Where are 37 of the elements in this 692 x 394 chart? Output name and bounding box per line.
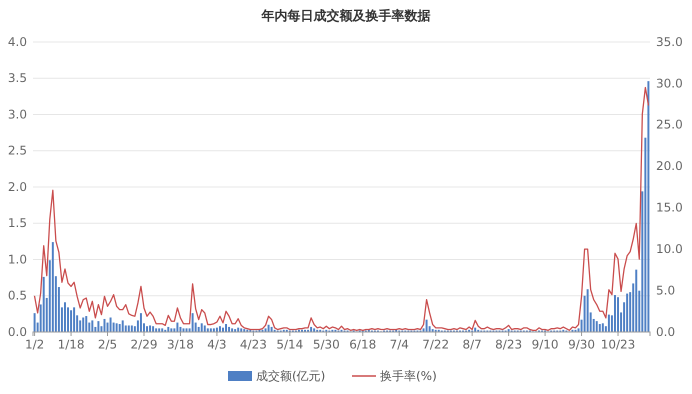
y2-tick-label: 35.0 xyxy=(656,34,683,49)
x-tick-label: 10/23 xyxy=(600,338,636,352)
x-tick-label: 1/2 xyxy=(24,338,44,352)
y2-tick-label: 10.0 xyxy=(656,242,683,256)
x-tick-label: 9/10 xyxy=(532,338,559,352)
x-tick-label: 5/30 xyxy=(312,338,340,352)
x-tick-label: 7/22 xyxy=(422,338,450,352)
y-tick-label: 0.0 xyxy=(8,324,27,339)
y2-tick-label: 15.0 xyxy=(656,200,683,215)
x-tick-label: 1/18 xyxy=(58,338,85,352)
legend-label: 成交额(亿元) xyxy=(256,369,326,383)
x-tick-label: 5/14 xyxy=(276,338,304,352)
y-tick-label: 2.5 xyxy=(8,144,27,158)
x-tick-label: 4/3 xyxy=(207,338,227,352)
x-tick-label: 8/7 xyxy=(462,338,482,352)
y-tick-label: 0.5 xyxy=(8,288,27,303)
y2-tick-label: 25.0 xyxy=(656,118,683,132)
y-tick-label: 1.0 xyxy=(8,252,27,266)
y2-tick-label: 20.0 xyxy=(656,159,683,174)
x-tick-label: 3/18 xyxy=(166,338,194,352)
y-tick-label: 3.5 xyxy=(8,71,27,86)
x-tick-label: 9/30 xyxy=(568,338,596,352)
y-tick-label: 4.0 xyxy=(8,34,27,49)
x-tick-label: 8/23 xyxy=(495,338,522,352)
y-tick-label: 3.0 xyxy=(8,107,27,122)
x-tick-label: 7/4 xyxy=(390,338,409,352)
x-tick-label: 6/18 xyxy=(349,338,376,352)
chart-title: 年内每日成交额及换手率数据 xyxy=(260,8,430,24)
y-tick-label: 2.0 xyxy=(8,180,27,194)
y-tick-label: 1.5 xyxy=(8,216,27,230)
x-tick-label: 2/29 xyxy=(130,338,158,352)
x-tick-label: 2/5 xyxy=(98,338,118,352)
y2-tick-label: 0.0 xyxy=(656,324,676,339)
legend-label: 换手率(%) xyxy=(380,369,437,383)
y2-tick-label: 5.0 xyxy=(656,283,676,298)
x-tick-label: 4/23 xyxy=(240,338,267,352)
y2-tick-label: 30.0 xyxy=(656,76,683,90)
